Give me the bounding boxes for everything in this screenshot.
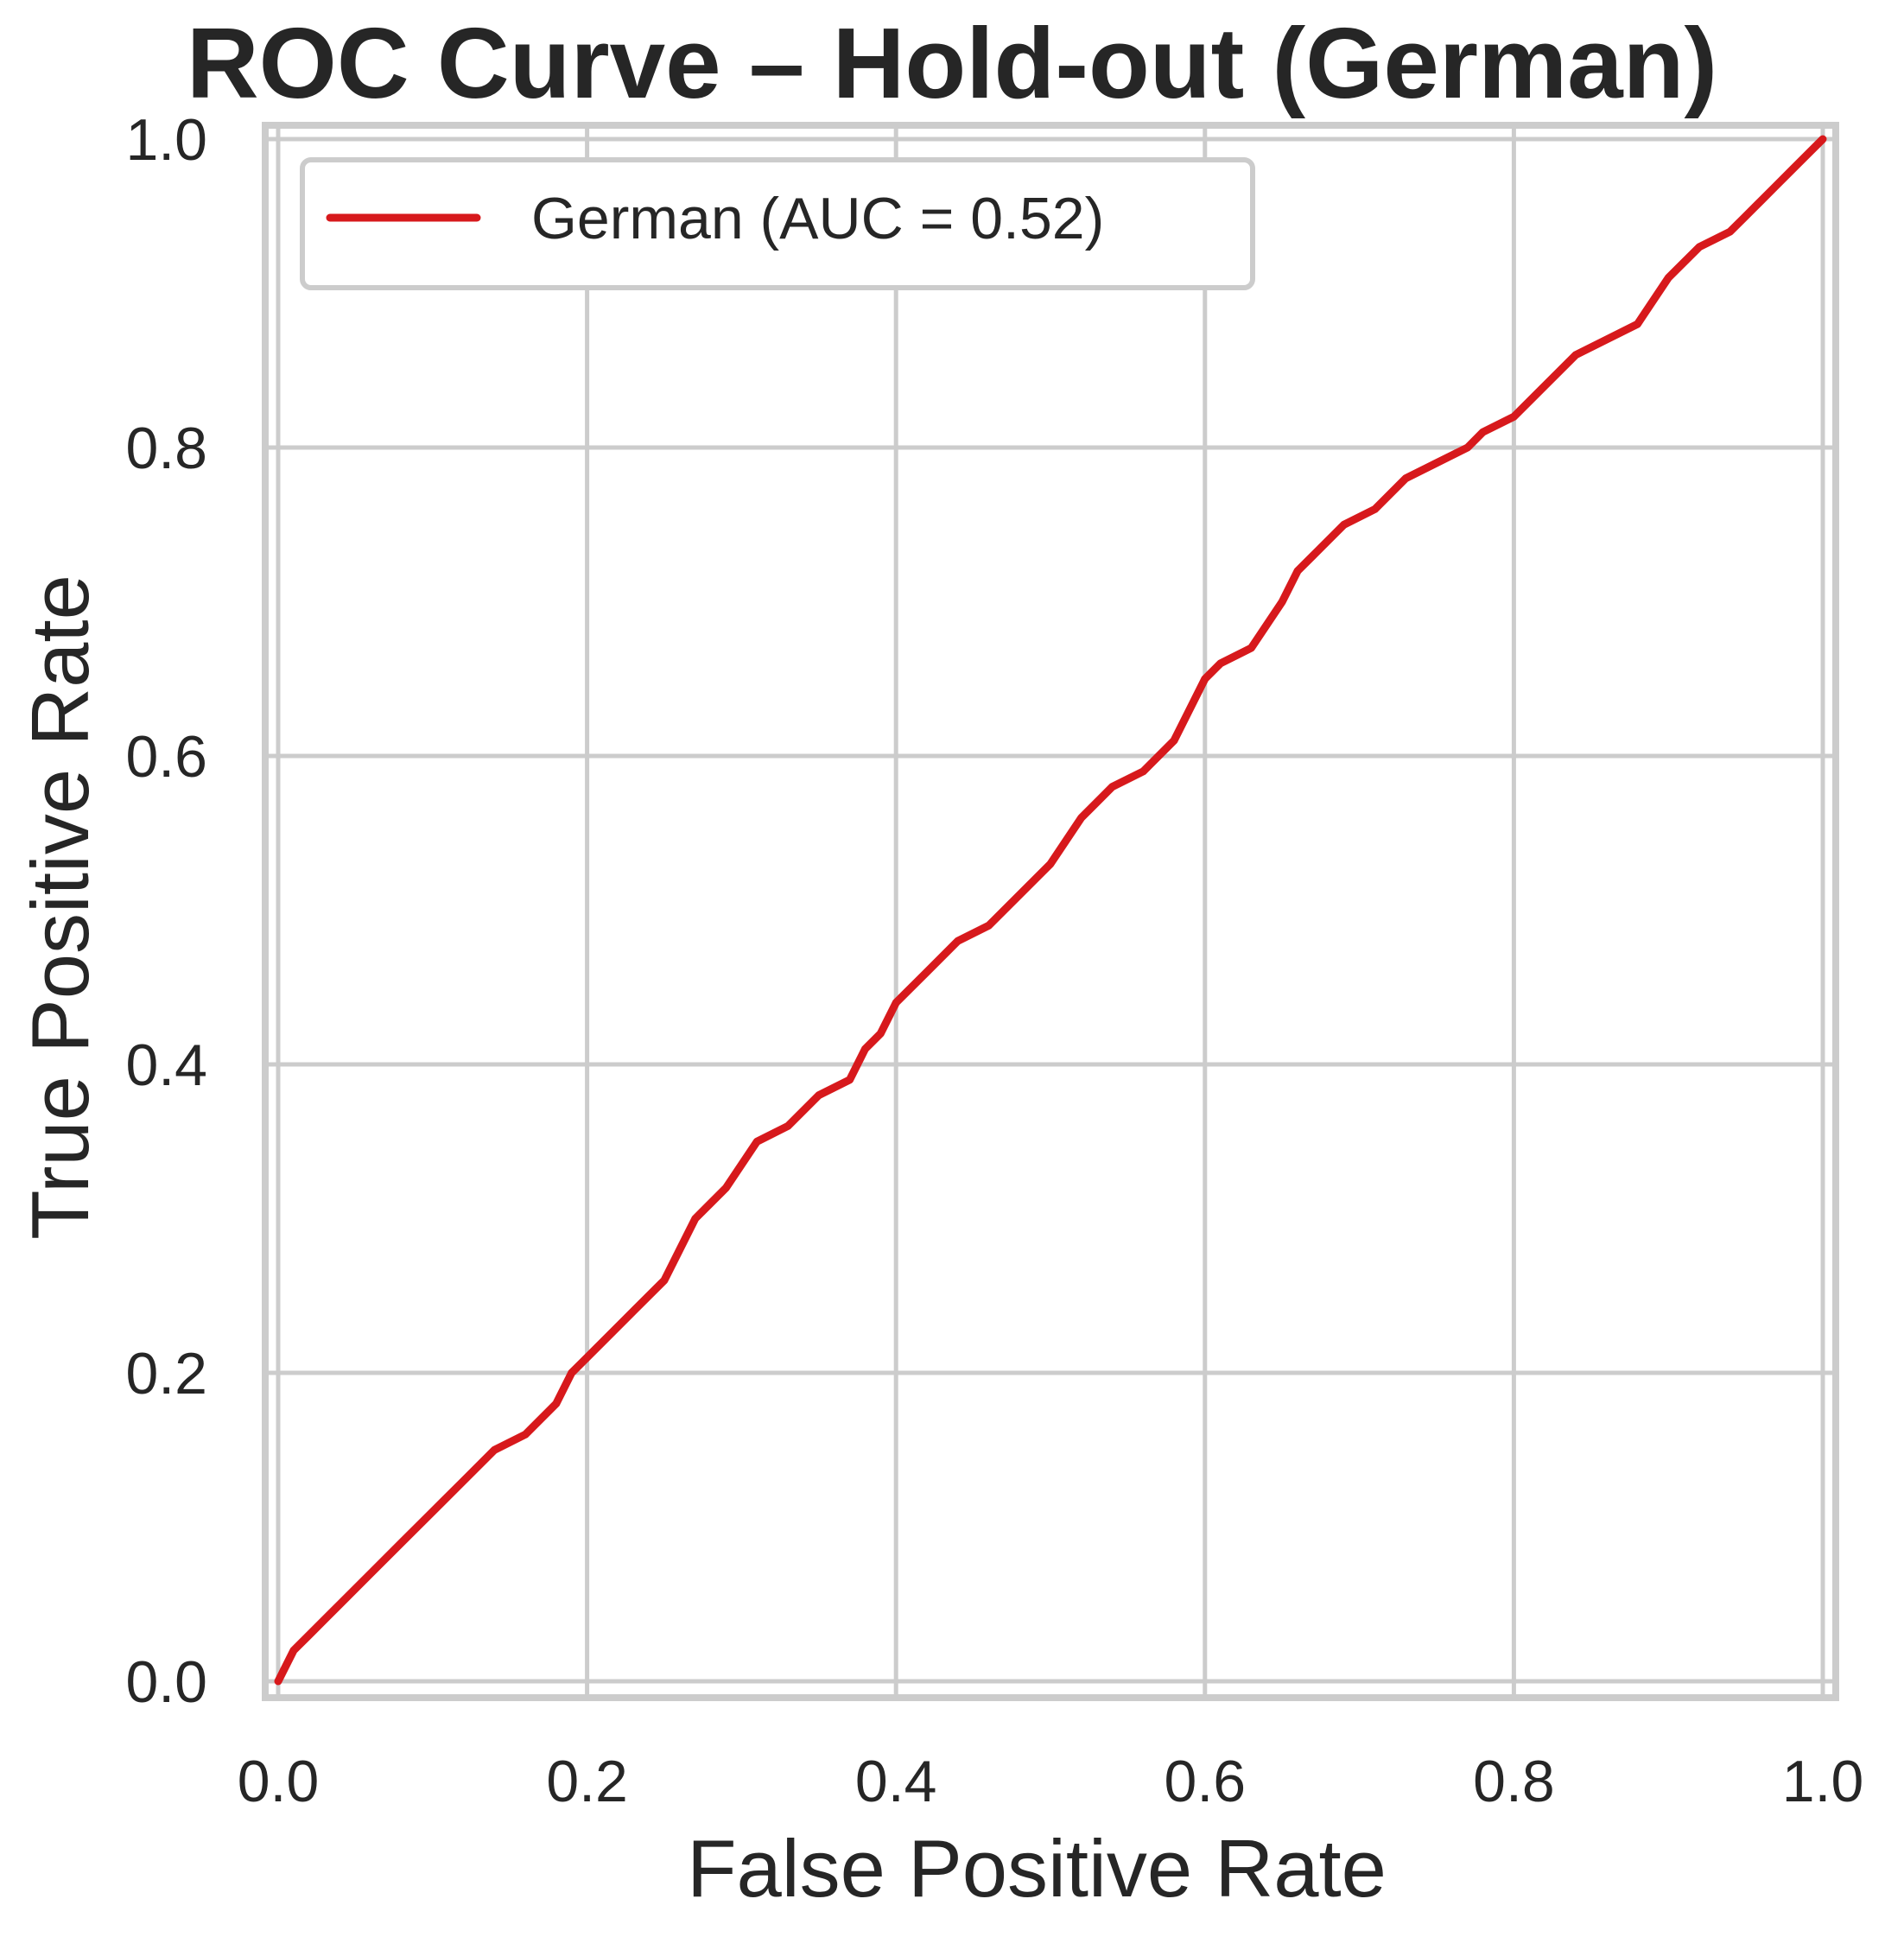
y-tick-label: 0.0	[125, 1649, 207, 1715]
y-tick-label: 0.8	[125, 416, 207, 481]
y-tick-labels: 0.0 0.2 0.4 0.6 0.8 1.0	[125, 107, 207, 1715]
x-tick-label: 0.0	[238, 1749, 320, 1814]
y-tick-label: 1.0	[125, 107, 207, 173]
x-tick-label: 0.4	[855, 1749, 937, 1814]
legend: German (AUC = 0.52)	[300, 157, 1255, 290]
x-tick-label: 0.8	[1473, 1749, 1555, 1814]
plot-frame	[262, 122, 1839, 1701]
chart-title: ROC Curve – Hold-out (German)	[187, 7, 1717, 119]
series-line	[274, 135, 1827, 1686]
x-tick-labels: 0.0 0.2 0.4 0.6 0.8 1.0	[238, 1749, 1864, 1814]
y-tick-label: 0.2	[125, 1341, 207, 1407]
x-tick-label: 1.0	[1782, 1749, 1864, 1814]
x-tick-label: 0.2	[546, 1749, 628, 1814]
y-axis-label: True Positive Rate	[15, 575, 105, 1240]
series-layer	[274, 135, 1827, 1686]
x-tick-label: 0.6	[1165, 1749, 1247, 1814]
legend-box	[300, 157, 1255, 290]
y-tick-label: 0.6	[125, 724, 207, 790]
y-tick-label: 0.4	[125, 1032, 207, 1098]
x-axis-label: False Positive Rate	[687, 1823, 1387, 1914]
grid	[265, 125, 1836, 1698]
legend-label: German (AUC = 0.52)	[531, 186, 1104, 251]
